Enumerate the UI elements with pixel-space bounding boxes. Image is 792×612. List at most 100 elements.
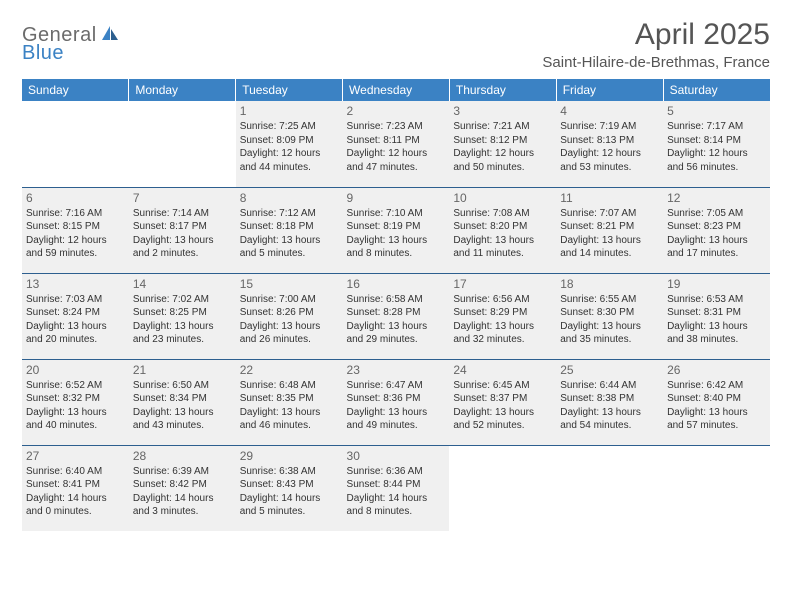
day-cell: 20Sunrise: 6:52 AMSunset: 8:32 PMDayligh… <box>22 359 129 445</box>
sunrise-text: Sunrise: 6:40 AM <box>26 465 125 479</box>
sunset-text: Sunset: 8:25 PM <box>133 306 232 320</box>
calendar-page: General April 2025 Saint-Hilaire-de-Bret… <box>0 0 792 531</box>
sunrise-text: Sunrise: 7:16 AM <box>26 207 125 221</box>
sunrise-text: Sunrise: 6:36 AM <box>347 465 446 479</box>
sunrise-text: Sunrise: 6:53 AM <box>667 293 766 307</box>
sunrise-text: Sunrise: 7:25 AM <box>240 120 339 134</box>
sunset-text: Sunset: 8:30 PM <box>560 306 659 320</box>
day-number: 1 <box>240 103 339 119</box>
sunrise-text: Sunrise: 6:42 AM <box>667 379 766 393</box>
daylight2-text: and 32 minutes. <box>453 333 552 347</box>
sunrise-text: Sunrise: 7:03 AM <box>26 293 125 307</box>
day-number: 21 <box>133 362 232 378</box>
daylight1-text: Daylight: 13 hours <box>667 234 766 248</box>
daylight1-text: Daylight: 13 hours <box>240 234 339 248</box>
daylight1-text: Daylight: 13 hours <box>453 234 552 248</box>
day-cell: 24Sunrise: 6:45 AMSunset: 8:37 PMDayligh… <box>449 359 556 445</box>
day-number: 7 <box>133 190 232 206</box>
day-cell: 25Sunrise: 6:44 AMSunset: 8:38 PMDayligh… <box>556 359 663 445</box>
daylight1-text: Daylight: 13 hours <box>133 320 232 334</box>
day-cell: 16Sunrise: 6:58 AMSunset: 8:28 PMDayligh… <box>343 273 450 359</box>
sunset-text: Sunset: 8:29 PM <box>453 306 552 320</box>
daylight1-text: Daylight: 12 hours <box>453 147 552 161</box>
daylight2-text: and 44 minutes. <box>240 161 339 175</box>
sunrise-text: Sunrise: 7:02 AM <box>133 293 232 307</box>
daylight2-text: and 53 minutes. <box>560 161 659 175</box>
daylight2-text: and 5 minutes. <box>240 247 339 261</box>
day-cell: 11Sunrise: 7:07 AMSunset: 8:21 PMDayligh… <box>556 187 663 273</box>
day-number: 11 <box>560 190 659 206</box>
day-cell: 9Sunrise: 7:10 AMSunset: 8:19 PMDaylight… <box>343 187 450 273</box>
day-number: 13 <box>26 276 125 292</box>
sunrise-text: Sunrise: 6:47 AM <box>347 379 446 393</box>
sunset-text: Sunset: 8:34 PM <box>133 392 232 406</box>
day-cell: 1Sunrise: 7:25 AMSunset: 8:09 PMDaylight… <box>236 101 343 187</box>
sunset-text: Sunset: 8:37 PM <box>453 392 552 406</box>
daylight1-text: Daylight: 13 hours <box>453 406 552 420</box>
sunset-text: Sunset: 8:21 PM <box>560 220 659 234</box>
day-cell: 7Sunrise: 7:14 AMSunset: 8:17 PMDaylight… <box>129 187 236 273</box>
day-number: 12 <box>667 190 766 206</box>
empty-cell <box>449 445 556 531</box>
day-number: 6 <box>26 190 125 206</box>
day-cell: 3Sunrise: 7:21 AMSunset: 8:12 PMDaylight… <box>449 101 556 187</box>
sunrise-text: Sunrise: 6:52 AM <box>26 379 125 393</box>
day-cell: 22Sunrise: 6:48 AMSunset: 8:35 PMDayligh… <box>236 359 343 445</box>
day-header: Friday <box>556 79 663 101</box>
day-cell: 15Sunrise: 7:00 AMSunset: 8:26 PMDayligh… <box>236 273 343 359</box>
sunrise-text: Sunrise: 7:23 AM <box>347 120 446 134</box>
daylight2-text: and 0 minutes. <box>26 505 125 519</box>
sunset-text: Sunset: 8:19 PM <box>347 220 446 234</box>
day-cell: 2Sunrise: 7:23 AMSunset: 8:11 PMDaylight… <box>343 101 450 187</box>
day-number: 18 <box>560 276 659 292</box>
sunrise-text: Sunrise: 7:00 AM <box>240 293 339 307</box>
daylight2-text: and 38 minutes. <box>667 333 766 347</box>
day-number: 8 <box>240 190 339 206</box>
daylight1-text: Daylight: 13 hours <box>453 320 552 334</box>
day-cell: 26Sunrise: 6:42 AMSunset: 8:40 PMDayligh… <box>663 359 770 445</box>
daylight2-text: and 20 minutes. <box>26 333 125 347</box>
daylight1-text: Daylight: 12 hours <box>26 234 125 248</box>
sunrise-text: Sunrise: 6:45 AM <box>453 379 552 393</box>
day-header: Monday <box>129 79 236 101</box>
sunrise-text: Sunrise: 6:38 AM <box>240 465 339 479</box>
day-number: 19 <box>667 276 766 292</box>
sunrise-text: Sunrise: 6:48 AM <box>240 379 339 393</box>
daylight2-text: and 49 minutes. <box>347 419 446 433</box>
sunset-text: Sunset: 8:43 PM <box>240 478 339 492</box>
empty-cell <box>663 445 770 531</box>
day-cell: 30Sunrise: 6:36 AMSunset: 8:44 PMDayligh… <box>343 445 450 531</box>
daylight1-text: Daylight: 14 hours <box>347 492 446 506</box>
sunset-text: Sunset: 8:40 PM <box>667 392 766 406</box>
day-cell: 6Sunrise: 7:16 AMSunset: 8:15 PMDaylight… <box>22 187 129 273</box>
calendar-week: 20Sunrise: 6:52 AMSunset: 8:32 PM Dayligh… <box>22 359 770 445</box>
sunrise-text: Sunrise: 6:58 AM <box>347 293 446 307</box>
daylight2-text: and 47 minutes. <box>347 161 446 175</box>
day-cell: 23Sunrise: 6:47 AMSunset: 8:36 PMDayligh… <box>343 359 450 445</box>
daylight2-text: and 35 minutes. <box>560 333 659 347</box>
day-cell: 21Sunrise: 6:50 AMSunset: 8:34 PMDayligh… <box>129 359 236 445</box>
sunrise-text: Sunrise: 7:21 AM <box>453 120 552 134</box>
day-number: 23 <box>347 362 446 378</box>
daylight2-text: and 54 minutes. <box>560 419 659 433</box>
sunset-text: Sunset: 8:32 PM <box>26 392 125 406</box>
daylight1-text: Daylight: 12 hours <box>240 147 339 161</box>
day-number: 20 <box>26 362 125 378</box>
daylight1-text: Daylight: 13 hours <box>560 406 659 420</box>
daylight1-text: Daylight: 14 hours <box>133 492 232 506</box>
sunset-text: Sunset: 8:42 PM <box>133 478 232 492</box>
sunrise-text: Sunrise: 7:07 AM <box>560 207 659 221</box>
daylight1-text: Daylight: 13 hours <box>240 320 339 334</box>
day-cell: 12Sunrise: 7:05 AMSunset: 8:23 PMDayligh… <box>663 187 770 273</box>
daylight2-text: and 17 minutes. <box>667 247 766 261</box>
daylight2-text: and 46 minutes. <box>240 419 339 433</box>
day-number: 16 <box>347 276 446 292</box>
daylight1-text: Daylight: 13 hours <box>347 234 446 248</box>
day-header: Sunday <box>22 79 129 101</box>
day-cell: 29Sunrise: 6:38 AMSunset: 8:43 PMDayligh… <box>236 445 343 531</box>
sunrise-text: Sunrise: 6:44 AM <box>560 379 659 393</box>
sunset-text: Sunset: 8:24 PM <box>26 306 125 320</box>
daylight1-text: Daylight: 13 hours <box>347 406 446 420</box>
calendar-week: 27Sunrise: 6:40 AMSunset: 8:41 PMDayligh… <box>22 445 770 531</box>
sunrise-text: Sunrise: 7:14 AM <box>133 207 232 221</box>
